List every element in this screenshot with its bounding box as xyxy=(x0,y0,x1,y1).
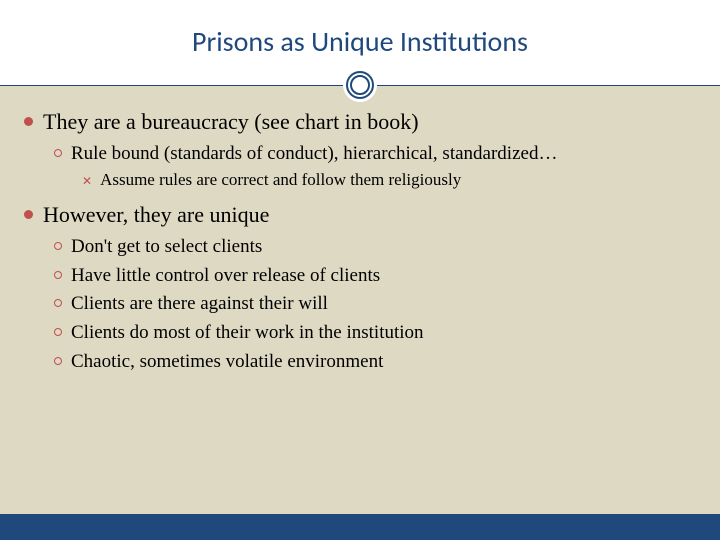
bullet-hollow-icon xyxy=(54,299,62,307)
list-item: However, they are unique xyxy=(24,200,696,230)
bullet-hollow-icon xyxy=(54,328,62,336)
bullet-pin-icon: ✕ xyxy=(82,175,92,187)
bullet-hollow-icon xyxy=(54,242,62,250)
list-item-text: Have little control over release of clie… xyxy=(71,263,380,289)
list-item: They are a bureaucracy (see chart in boo… xyxy=(24,107,696,137)
content: They are a bureaucracy (see chart in boo… xyxy=(0,85,720,514)
list-item-text: They are a bureaucracy (see chart in boo… xyxy=(43,107,419,137)
list-item-text: However, they are unique xyxy=(43,200,269,230)
bullet-filled-icon xyxy=(24,210,33,219)
bullet-filled-icon xyxy=(24,117,33,126)
sub-list: Don't get to select clients Have little … xyxy=(24,234,696,374)
list-item: Rule bound (standards of conduct), hiera… xyxy=(54,141,696,167)
list-item: Clients do most of their work in the ins… xyxy=(54,320,696,346)
list-item-text: Don't get to select clients xyxy=(71,234,262,260)
list-item-text: Clients are there against their will xyxy=(71,291,328,317)
bottom-bar xyxy=(0,514,720,540)
circle-ornament-icon xyxy=(343,68,377,102)
list-item-text: Chaotic, sometimes volatile environment xyxy=(71,349,383,375)
slide: Prisons as Unique Institutions They are … xyxy=(0,0,720,540)
list-item-text: Assume rules are correct and follow them… xyxy=(100,169,461,192)
list-item: ✕ Assume rules are correct and follow th… xyxy=(82,169,696,192)
list-item: Don't get to select clients xyxy=(54,234,696,260)
list-item: Have little control over release of clie… xyxy=(54,263,696,289)
list-item: Chaotic, sometimes volatile environment xyxy=(54,349,696,375)
header: Prisons as Unique Institutions xyxy=(0,0,720,85)
sub-list: Rule bound (standards of conduct), hiera… xyxy=(24,141,696,193)
list-item-text: Rule bound (standards of conduct), hiera… xyxy=(71,141,557,167)
bullet-hollow-icon xyxy=(54,271,62,279)
bullet-hollow-icon xyxy=(54,149,62,157)
list-item: Clients are there against their will xyxy=(54,291,696,317)
list-item-text: Clients do most of their work in the ins… xyxy=(71,320,424,346)
bullet-hollow-icon xyxy=(54,357,62,365)
